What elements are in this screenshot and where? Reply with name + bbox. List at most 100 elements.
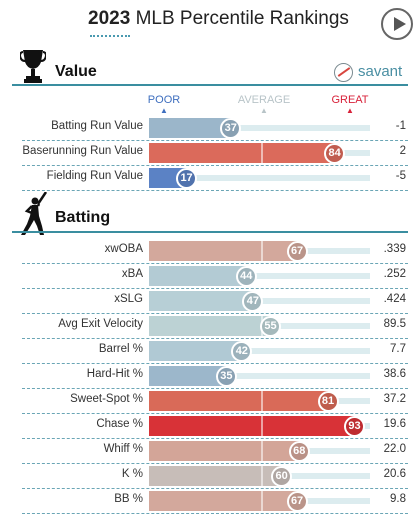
percentile-badge[interactable]: 67: [286, 491, 308, 512]
metric-stat-value: 2: [399, 145, 406, 157]
percentile-bar: [149, 241, 298, 261]
row-divider: [22, 190, 408, 191]
metric-stat-value: 89.5: [383, 318, 406, 330]
metric-stat-value: -1: [395, 120, 406, 132]
metric-row-chase: Chase % 93 19.6: [0, 415, 420, 439]
scale-label-great: GREAT ▲: [328, 94, 372, 115]
scale-label-average: AVERAGE ▲: [234, 94, 294, 115]
title-year: 2023: [88, 8, 131, 29]
percentile-track: [149, 373, 370, 379]
baseball-icon: [334, 63, 353, 82]
average-marker: [261, 143, 263, 163]
percentile-track: [149, 348, 370, 354]
metric-stat-value: 22.0: [383, 443, 406, 455]
metric-label: K %: [121, 468, 143, 480]
average-marker: [261, 391, 263, 411]
scale-average-arrow-icon: ▲: [260, 106, 268, 115]
row-divider: [22, 338, 408, 339]
row-divider: [22, 388, 408, 389]
percentile-track: [149, 125, 370, 131]
savant-logo-text: savant: [358, 63, 403, 80]
title-underline: [90, 35, 130, 37]
scale-poor-text: POOR: [147, 94, 181, 106]
row-divider: [22, 140, 408, 141]
percentile-badge[interactable]: 81: [317, 391, 339, 412]
average-marker: [261, 241, 263, 261]
average-marker: [261, 441, 263, 461]
percentile-bar: [149, 291, 253, 311]
metric-label: xSLG: [114, 293, 143, 305]
percentile-badge[interactable]: 35: [215, 366, 237, 387]
percentile-bar: [149, 266, 247, 286]
play-button[interactable]: [381, 8, 413, 40]
scale-average-text: AVERAGE: [237, 94, 291, 106]
section-title-batting: Batting: [55, 209, 111, 226]
metric-label: Whiff %: [103, 443, 143, 455]
row-divider: [22, 413, 408, 414]
percentile-badge[interactable]: 55: [260, 316, 282, 337]
percentile-track: [149, 273, 370, 279]
scale-great-arrow-icon: ▲: [346, 106, 354, 115]
row-divider: [22, 438, 408, 439]
metric-label: Chase %: [96, 418, 143, 430]
percentile-badge[interactable]: 93: [344, 416, 366, 437]
batter-icon: [21, 192, 48, 235]
percentile-badge[interactable]: 42: [231, 341, 253, 362]
metric-label: Avg Exit Velocity: [58, 318, 143, 330]
section-rule-value: [12, 84, 408, 86]
metric-row-avg-exit-velocity: Avg Exit Velocity 55 89.5: [0, 315, 420, 339]
row-divider: [22, 288, 408, 289]
metric-row-xba: xBA 44 .252: [0, 265, 420, 289]
percentile-bar: [149, 391, 328, 411]
percentile-badge[interactable]: 68: [288, 441, 310, 462]
metric-row-barrel: Barrel % 42 7.7: [0, 340, 420, 364]
section-rule-batting: [12, 231, 408, 233]
percentile-bar: [149, 143, 335, 163]
metric-row-fielding-run-value: Fielding Run Value 17 -5: [0, 167, 420, 191]
metric-stat-value: .424: [383, 293, 406, 305]
section-header-value: Value: [0, 46, 420, 86]
metric-stat-value: 9.8: [390, 493, 406, 505]
metric-row-bb: BB % 67 9.8: [0, 490, 420, 514]
metric-stat-value: .252: [383, 268, 406, 280]
metric-label: BB %: [114, 493, 143, 505]
percentile-badge[interactable]: 60: [271, 466, 293, 487]
row-divider: [22, 488, 408, 489]
percentile-track: [149, 175, 370, 181]
percentile-badge[interactable]: 84: [324, 143, 346, 164]
metric-row-xwoba: xwOBA 67 .339: [0, 240, 420, 264]
percentile-badge[interactable]: 44: [235, 266, 257, 287]
row-divider: [22, 463, 408, 464]
row-divider: [22, 165, 408, 166]
section-title-value: Value: [55, 63, 97, 80]
average-marker: [261, 416, 263, 436]
metric-label: Hard-Hit %: [86, 368, 143, 380]
title-text: MLB Percentile Rankings: [135, 8, 349, 29]
section-header-batting: Batting: [0, 192, 420, 235]
metric-row-hard-hit: Hard-Hit % 35 38.6: [0, 365, 420, 389]
average-marker: [261, 466, 263, 486]
scale-great-text: GREAT: [331, 94, 369, 106]
metric-label: Fielding Run Value: [46, 170, 143, 182]
percentile-bar: [149, 366, 227, 386]
percentile-badge[interactable]: 37: [220, 118, 242, 139]
percentile-bar: [149, 316, 271, 336]
metric-stat-value: .339: [383, 243, 406, 255]
percentile-bar: [149, 491, 298, 511]
average-marker: [261, 491, 263, 511]
percentile-bar: [149, 341, 242, 361]
percentile-badge[interactable]: 47: [242, 291, 264, 312]
metric-label: Barrel %: [98, 343, 143, 355]
metric-row-baserunning-run-value: Baserunning Run Value 84 2: [0, 142, 420, 166]
metric-label: xBA: [121, 268, 143, 280]
percentile-badge[interactable]: 67: [286, 241, 308, 262]
row-divider: [22, 363, 408, 364]
trophy-icon: [20, 50, 46, 83]
metric-row-xslg: xSLG 47 .424: [0, 290, 420, 314]
metric-stat-value: 19.6: [383, 418, 406, 430]
metric-stat-value: 38.6: [383, 368, 406, 380]
percentile-badge[interactable]: 17: [176, 168, 198, 189]
metric-row-whiff: Whiff % 68 22.0: [0, 440, 420, 464]
percentile-bar: [149, 466, 282, 486]
metric-stat-value: 20.6: [383, 468, 406, 480]
